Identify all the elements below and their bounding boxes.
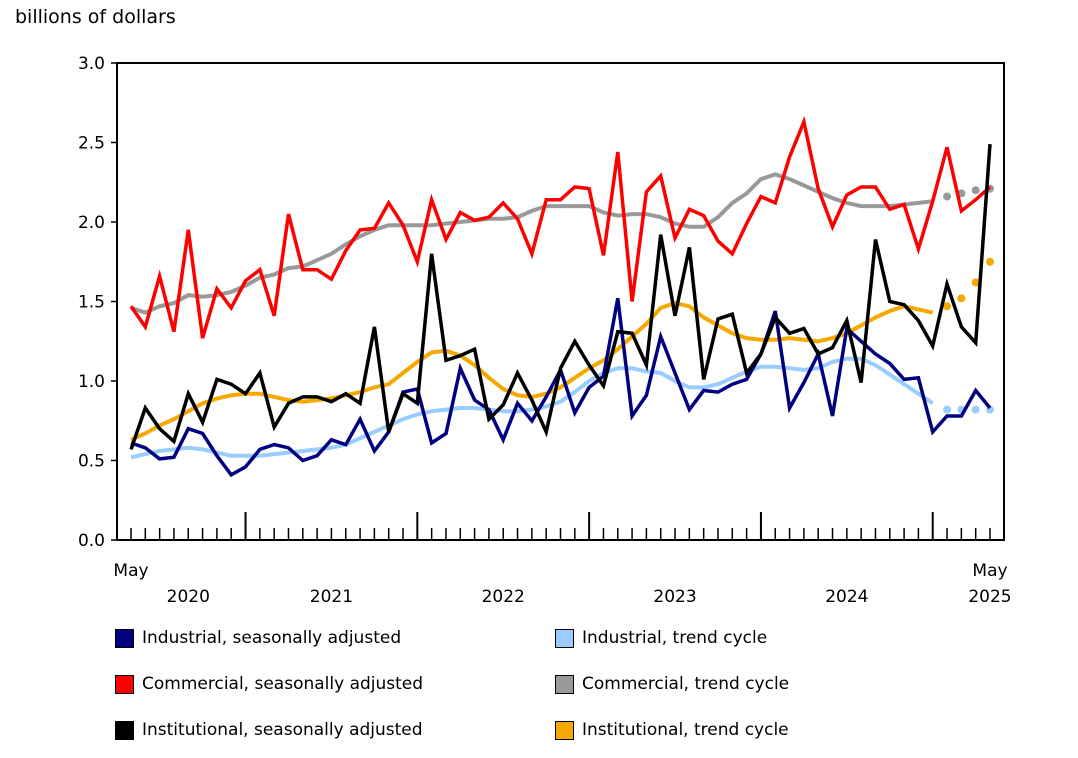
legend-item: Industrial, trend cycle	[555, 628, 767, 648]
legend-label: Industrial, seasonally adjusted	[142, 628, 402, 648]
y-tick-label: 3.0	[78, 54, 105, 74]
x-label-year: 2020	[167, 587, 210, 607]
projected-point	[943, 405, 952, 414]
y-tick-label: 2.5	[78, 134, 105, 154]
x-label-year: 2024	[825, 587, 868, 607]
legend-item: Commercial, seasonally adjusted	[115, 674, 423, 694]
legend-swatch	[555, 628, 574, 648]
series-line-3	[130, 172, 933, 315]
series-line-4	[129, 143, 992, 450]
y-tick-label: 0.5	[78, 452, 105, 472]
y-tick-label: 1.5	[78, 293, 105, 313]
x-label-year: 2021	[310, 587, 353, 607]
legend-item: Industrial, seasonally adjusted	[115, 628, 401, 648]
projected-point	[957, 294, 966, 303]
legend-item: Institutional, trend cycle	[555, 720, 789, 740]
legend-swatch	[555, 674, 574, 694]
y-axis-label: billions of dollars	[15, 6, 176, 28]
projected-point	[943, 302, 952, 311]
legend-swatch	[115, 674, 134, 694]
projected-point	[971, 186, 980, 195]
legend-swatch	[115, 628, 134, 648]
legend-swatch	[555, 720, 574, 740]
legend-label: Commercial, trend cycle	[582, 674, 790, 694]
projected-point	[986, 257, 994, 266]
projected-point	[971, 278, 980, 287]
x-label-end-month: May	[972, 561, 1007, 581]
series-line-1	[130, 356, 934, 460]
x-label-year: 2023	[653, 587, 696, 607]
x-label-year: 2025	[968, 587, 1011, 607]
legend-swatch	[115, 720, 134, 740]
legend-label: Commercial, seasonally adjusted	[142, 674, 424, 694]
legend-item: Institutional, seasonally adjusted	[115, 720, 423, 740]
projected-point	[971, 405, 980, 414]
legend-item: Commercial, trend cycle	[555, 674, 789, 694]
legend-label: Industrial, trend cycle	[582, 628, 768, 648]
y-tick-label: 2.0	[78, 213, 105, 233]
projected-point	[943, 192, 952, 201]
series-line-2	[129, 115, 992, 339]
y-tick-label: 1.0	[78, 372, 105, 392]
x-label-start-month: May	[113, 561, 148, 581]
x-label-year: 2022	[482, 587, 525, 607]
legend-label: Institutional, trend cycle	[582, 720, 789, 740]
legend-label: Institutional, seasonally adjusted	[142, 720, 423, 740]
y-tick-label: 0.0	[78, 531, 105, 551]
